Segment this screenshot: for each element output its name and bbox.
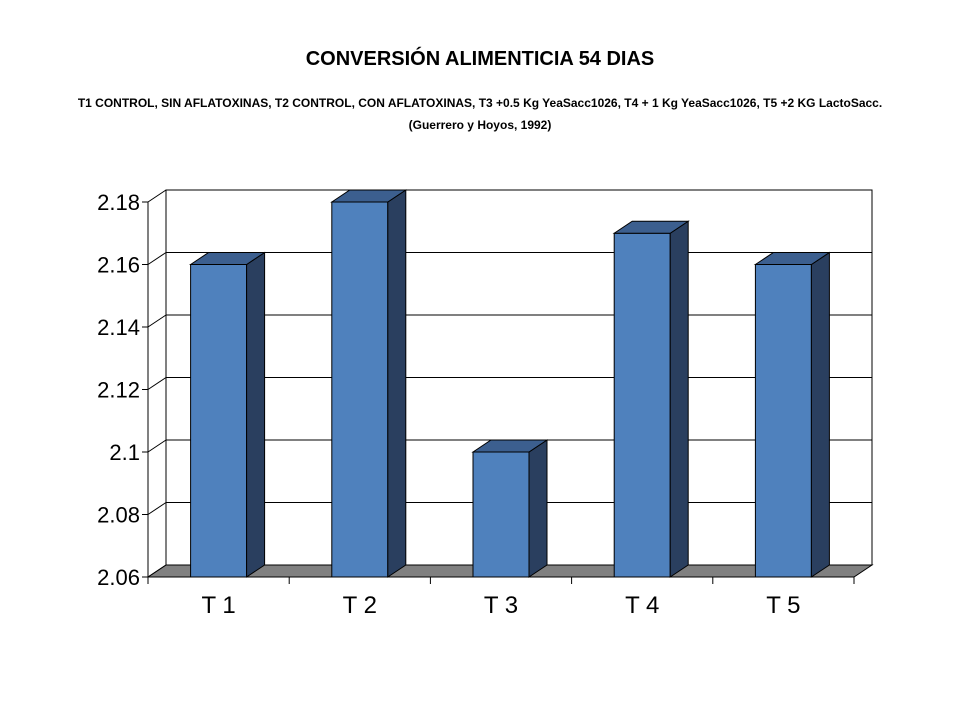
y-tick-link bbox=[147, 564, 167, 578]
bar-2 bbox=[330, 189, 408, 578]
bar-5 bbox=[753, 251, 832, 578]
x-tick-label: T 1 bbox=[201, 592, 235, 619]
chart-title: CONVERSIÓN ALIMENTICIA 54 DIAS bbox=[305, 48, 655, 70]
bar-4 bbox=[612, 220, 690, 578]
bar-front bbox=[190, 264, 248, 578]
bar-front bbox=[613, 232, 671, 578]
x-tick-label: T 3 bbox=[484, 592, 518, 619]
bar-3 bbox=[471, 439, 549, 578]
x-tick-label: T 5 bbox=[766, 592, 800, 619]
bar-top bbox=[188, 252, 267, 265]
y-tick-link bbox=[147, 252, 167, 265]
bar-top bbox=[471, 439, 549, 453]
y-tick-label: 2.18 bbox=[97, 190, 140, 215]
bar-1 bbox=[188, 251, 267, 578]
bar-side bbox=[528, 439, 548, 578]
bar-front bbox=[472, 451, 530, 578]
x-tick-label: T 2 bbox=[343, 592, 377, 619]
y-tick-label: 2.08 bbox=[97, 503, 140, 528]
y-tick-link bbox=[147, 377, 167, 390]
y-tick-label: 2.1 bbox=[109, 440, 140, 465]
y-tick-link bbox=[147, 439, 167, 453]
bar-top bbox=[330, 189, 408, 203]
y-tick-label: 2.06 bbox=[97, 565, 140, 590]
y-tick-link bbox=[147, 314, 167, 328]
bar-front bbox=[331, 201, 389, 578]
y-tick-link bbox=[147, 502, 167, 515]
y-tick-link bbox=[147, 189, 167, 203]
bar-side bbox=[669, 220, 689, 578]
bar-front bbox=[754, 264, 812, 578]
y-tick-label: 2.16 bbox=[97, 253, 140, 278]
bar-side bbox=[810, 251, 830, 578]
chart-subtitle: T1 CONTROL, SIN AFLATOXINAS, T2 CONTROL,… bbox=[77, 96, 883, 132]
bar-top bbox=[753, 252, 832, 265]
bar-top bbox=[612, 220, 690, 234]
y-tick-label: 2.14 bbox=[97, 315, 140, 340]
x-tick-label: T 4 bbox=[625, 592, 659, 619]
y-tick-label: 2.12 bbox=[97, 378, 140, 403]
bar-side bbox=[387, 189, 407, 578]
bar-side bbox=[246, 251, 266, 578]
